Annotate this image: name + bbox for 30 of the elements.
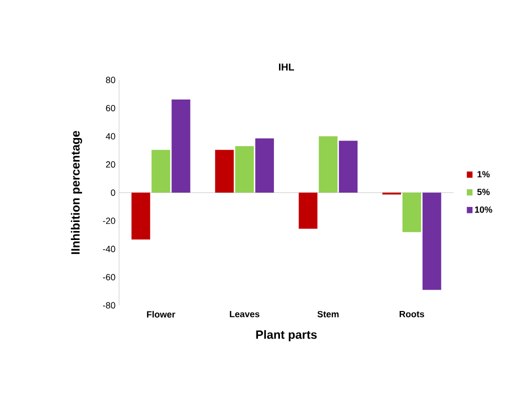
bar: [298, 192, 318, 229]
bar: [172, 99, 190, 193]
y-tick-label: 40: [106, 133, 116, 140]
legend-label: 1%: [478, 171, 490, 178]
x-tick-label: Leaves: [230, 310, 260, 318]
x-tick-label: Roots: [400, 310, 424, 318]
x-tick-label: Flower: [147, 310, 176, 318]
chart-title: IHL: [278, 64, 294, 70]
y-tick-label: -20: [102, 218, 116, 224]
y-tick-label: 60: [106, 104, 116, 112]
bar: [215, 150, 234, 193]
legend-label: 5%: [477, 188, 490, 196]
legend-label: 10%: [475, 206, 492, 213]
y-axis-title: IInhibition percentage: [70, 130, 82, 254]
x-axis-title: Plant parts: [256, 330, 317, 342]
y-tick-label: 20: [106, 161, 116, 168]
y-tick-label: 80: [106, 76, 116, 84]
bar: [422, 192, 442, 290]
bar: [402, 192, 422, 232]
bar: [338, 140, 358, 193]
bar: [235, 146, 254, 193]
y-tick-label: -40: [102, 246, 116, 252]
y-tick-label: 0: [110, 189, 116, 196]
bar: [131, 192, 150, 240]
x-tick-label: Stem: [317, 310, 339, 318]
bar: [318, 136, 338, 193]
y-tick-label: -80: [102, 302, 116, 308]
y-tick-label: -60: [102, 274, 116, 280]
bar: [152, 150, 170, 193]
bar: [255, 138, 274, 193]
